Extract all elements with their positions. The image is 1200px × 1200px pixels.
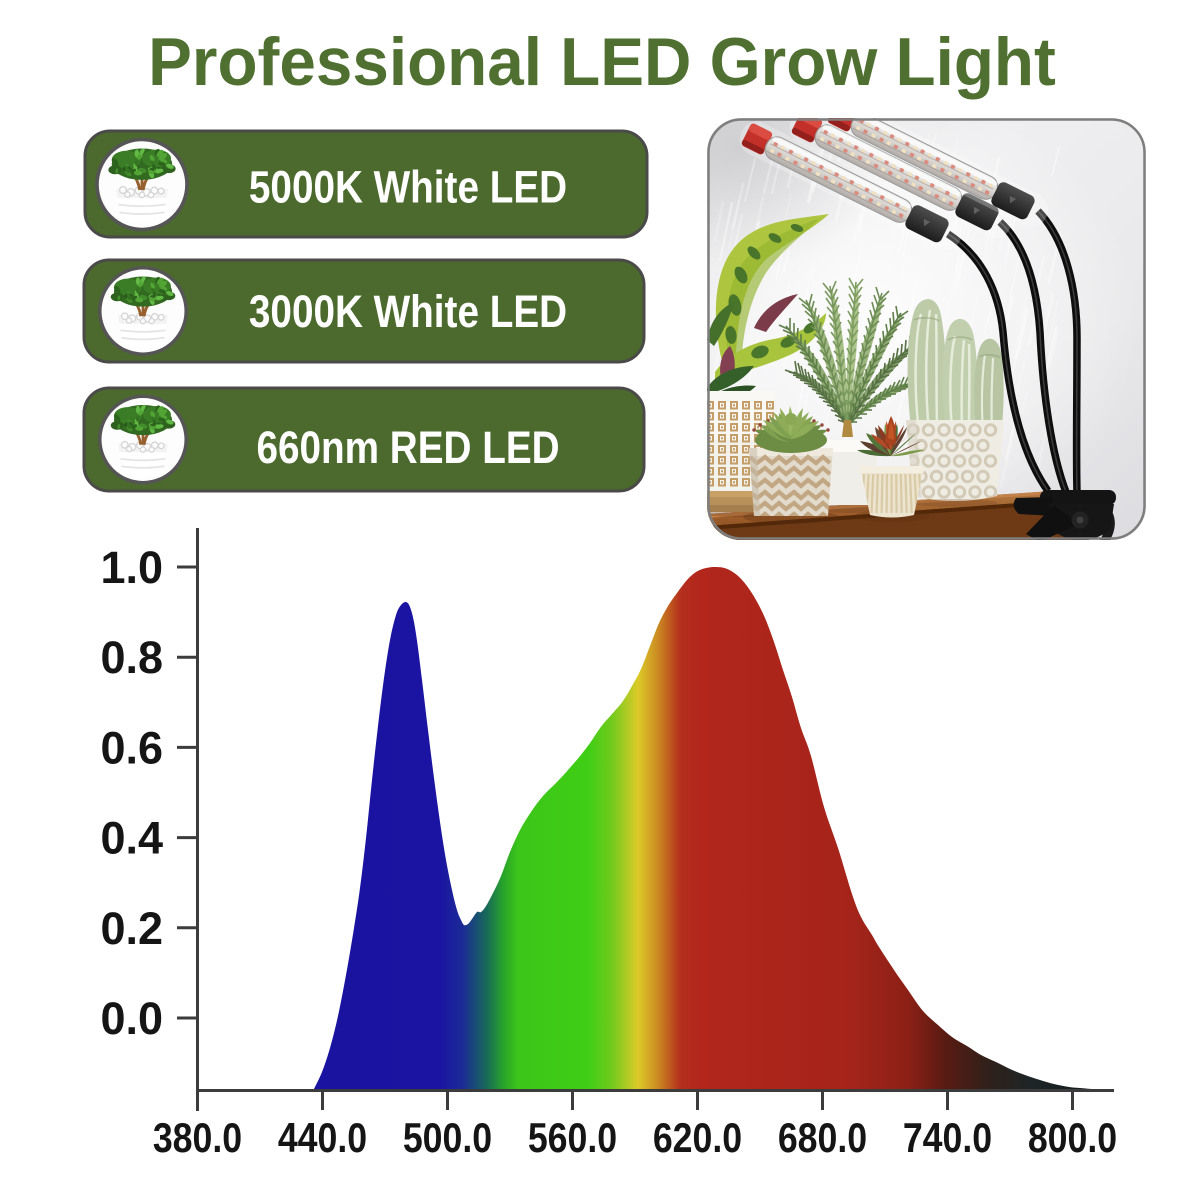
svg-text:0.8: 0.8: [100, 632, 163, 683]
svg-text:560.0: 560.0: [528, 1115, 617, 1161]
svg-text:0.2: 0.2: [100, 903, 163, 954]
svg-text:500.0: 500.0: [403, 1115, 492, 1161]
svg-text:660nm RED LED: 660nm RED LED: [256, 422, 559, 472]
svg-text:800.0: 800.0: [1028, 1115, 1117, 1161]
svg-text:380.0: 380.0: [153, 1115, 242, 1161]
svg-text:680.0: 680.0: [778, 1115, 867, 1161]
svg-text:620.0: 620.0: [653, 1115, 742, 1161]
svg-text:5000K White LED: 5000K White LED: [249, 162, 567, 212]
svg-text:440.0: 440.0: [278, 1115, 367, 1161]
svg-text:Professional LED Grow Light: Professional LED Grow Light: [148, 25, 1056, 100]
svg-text:3000K White LED: 3000K White LED: [249, 286, 567, 336]
svg-text:740.0: 740.0: [903, 1115, 992, 1161]
svg-text:0.4: 0.4: [100, 813, 163, 864]
svg-text:0.6: 0.6: [100, 722, 163, 773]
svg-text:0.0: 0.0: [100, 993, 163, 1044]
svg-text:1.0: 1.0: [100, 542, 163, 593]
